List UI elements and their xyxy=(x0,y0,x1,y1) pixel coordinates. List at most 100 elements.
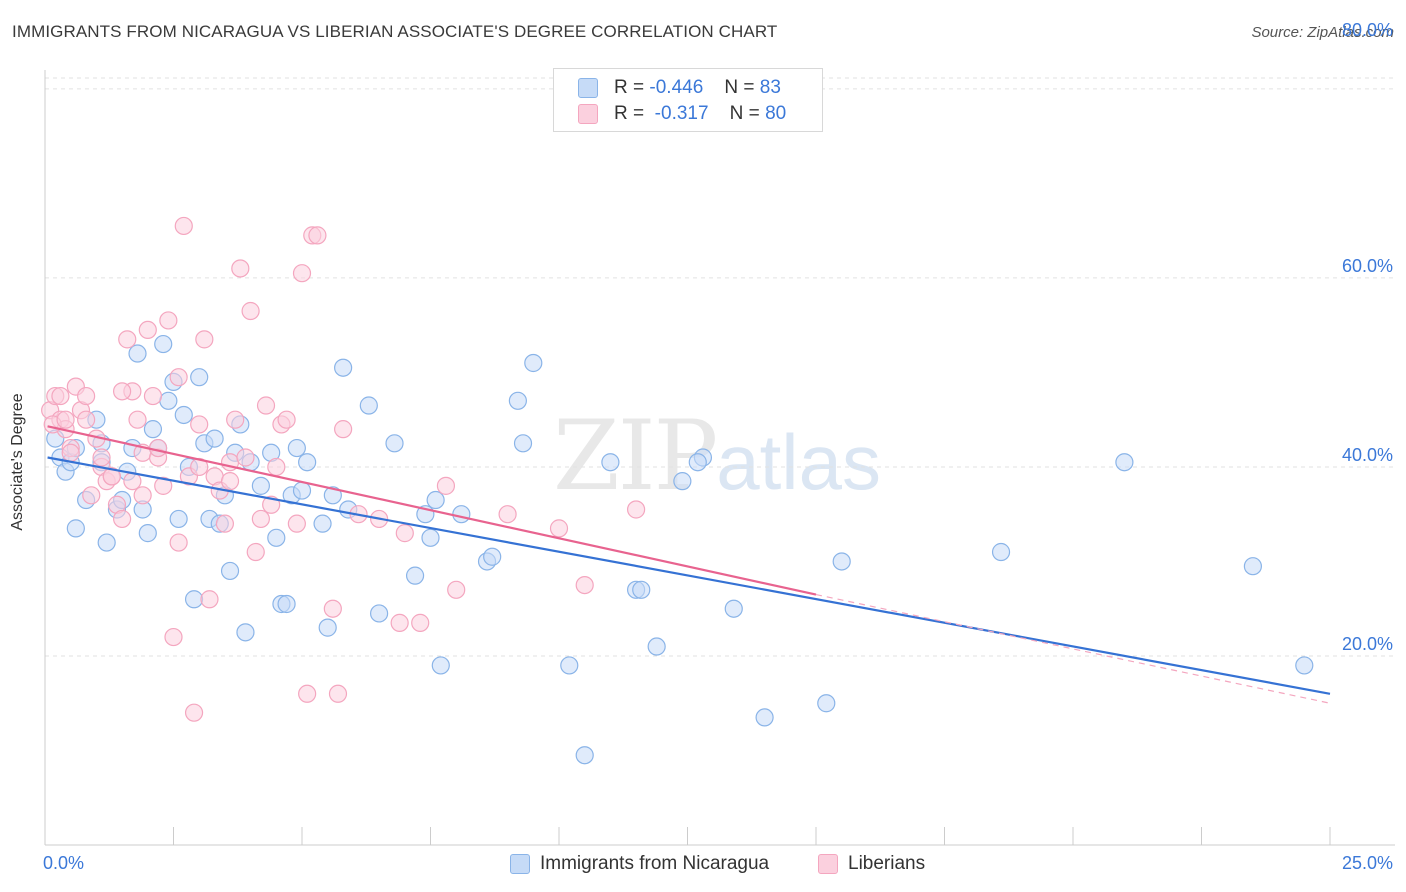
point-liberians xyxy=(82,486,101,505)
point-liberians xyxy=(128,410,147,429)
point-nicaragua xyxy=(220,561,240,581)
legend-swatch-liberians xyxy=(578,104,598,124)
trend-extension-liberians xyxy=(815,593,1331,704)
point-liberians xyxy=(190,415,209,434)
point-liberians xyxy=(328,684,348,703)
legend-swatch-nicaragua xyxy=(578,78,598,98)
point-liberians xyxy=(169,368,188,387)
point-liberians xyxy=(287,514,306,533)
point-nicaragua xyxy=(724,599,743,618)
point-nicaragua xyxy=(138,524,157,543)
point-liberians xyxy=(251,509,270,529)
point-nicaragua xyxy=(431,656,450,675)
chart-title: IMMIGRANTS FROM NICARAGUA VS LIBERIAN AS… xyxy=(12,22,778,41)
legend-n-label: N = xyxy=(724,77,755,98)
point-nicaragua xyxy=(251,476,270,495)
point-liberians xyxy=(292,264,312,283)
trend-line-nicaragua xyxy=(47,456,1331,695)
point-nicaragua xyxy=(97,533,116,552)
point-nicaragua xyxy=(205,429,224,448)
point-liberians xyxy=(267,457,286,477)
point-nicaragua xyxy=(154,334,173,354)
point-liberians xyxy=(231,259,250,278)
point-nicaragua xyxy=(128,344,147,363)
point-liberians xyxy=(118,330,137,349)
point-liberians xyxy=(92,448,111,467)
point-nicaragua xyxy=(277,594,296,614)
legend-r-value: -0.317 xyxy=(654,103,709,124)
y-tick-label: 40.0% xyxy=(1342,445,1393,465)
point-liberians xyxy=(241,301,260,321)
point-liberians xyxy=(256,396,276,415)
point-nicaragua xyxy=(190,368,209,387)
point-nicaragua xyxy=(159,391,178,410)
point-nicaragua xyxy=(287,438,306,458)
y-tick-label: 60.0% xyxy=(1342,256,1393,276)
point-liberians xyxy=(277,410,296,429)
point-liberians xyxy=(436,476,456,495)
chart-source: Source: ZipAtlas.com xyxy=(1251,24,1394,41)
point-nicaragua xyxy=(524,353,543,373)
point-nicaragua xyxy=(575,746,594,765)
point-liberians xyxy=(215,514,234,533)
point-liberians xyxy=(112,382,132,401)
point-liberians xyxy=(226,410,245,429)
point-liberians xyxy=(77,386,96,406)
point-nicaragua xyxy=(318,618,337,637)
point-nicaragua xyxy=(560,656,579,675)
point-nicaragua xyxy=(323,486,342,505)
point-nicaragua xyxy=(385,434,404,453)
y-tick-label: 20.0% xyxy=(1342,634,1393,654)
point-nicaragua xyxy=(298,453,317,472)
watermark-atlas: atlas xyxy=(716,418,881,506)
point-liberians xyxy=(154,476,173,495)
point-nicaragua xyxy=(817,694,836,713)
point-nicaragua xyxy=(184,590,204,609)
point-nicaragua xyxy=(991,542,1011,562)
legend-n-label: N = xyxy=(729,103,760,124)
point-nicaragua xyxy=(66,519,85,538)
point-nicaragua xyxy=(405,566,425,585)
point-liberians xyxy=(77,410,96,429)
point-nicaragua xyxy=(647,637,666,656)
point-nicaragua xyxy=(292,481,312,500)
point-nicaragua xyxy=(313,514,332,533)
watermark: ZIPatlas xyxy=(553,400,881,512)
point-liberians xyxy=(169,533,188,552)
point-liberians xyxy=(411,613,430,632)
point-nicaragua xyxy=(508,391,527,410)
point-nicaragua xyxy=(513,434,533,453)
point-liberians xyxy=(246,542,265,562)
series-swatch-nicaragua xyxy=(510,854,530,874)
point-liberians xyxy=(159,311,178,330)
point-nicaragua xyxy=(1295,656,1314,675)
point-nicaragua xyxy=(483,547,502,566)
point-liberians xyxy=(164,627,183,647)
point-nicaragua xyxy=(174,405,193,425)
point-liberians xyxy=(395,524,414,543)
point-nicaragua xyxy=(169,509,188,529)
legend-r-label: R = xyxy=(614,77,645,98)
point-liberians xyxy=(56,410,75,429)
point-liberians xyxy=(447,580,466,599)
correlation-legend: R = -0.446 N = 83 R = -0.317 N = 80 xyxy=(553,68,823,132)
x-tick-label: 25.0% xyxy=(1342,853,1393,873)
point-liberians xyxy=(323,599,342,618)
point-liberians xyxy=(61,443,80,462)
point-nicaragua xyxy=(832,552,851,571)
point-liberians xyxy=(148,438,168,458)
point-nicaragua xyxy=(236,623,255,642)
point-liberians xyxy=(138,320,157,340)
series-label-liberians: Liberians xyxy=(848,853,926,874)
point-nicaragua xyxy=(421,528,440,547)
legend-r-value: -0.446 xyxy=(649,77,704,98)
point-nicaragua xyxy=(359,396,378,415)
point-nicaragua xyxy=(688,453,707,472)
point-nicaragua xyxy=(334,358,353,377)
point-nicaragua xyxy=(143,420,163,439)
point-liberians xyxy=(390,613,409,632)
point-liberians xyxy=(298,684,317,703)
x-tick-label: 0.0% xyxy=(43,853,84,873)
point-nicaragua xyxy=(601,453,620,472)
